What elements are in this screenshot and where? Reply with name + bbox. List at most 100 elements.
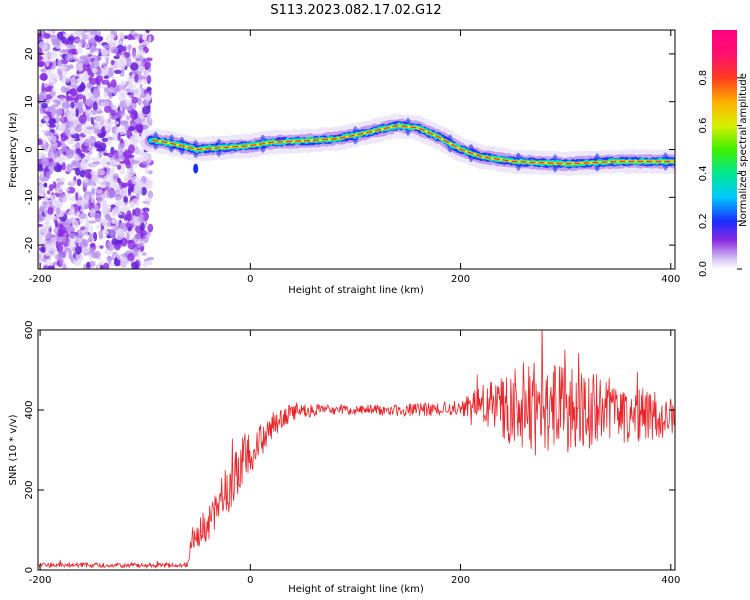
noise-cell xyxy=(142,235,149,244)
noise-cell xyxy=(119,169,126,175)
chart-title: S113.2023.082.17.02.G12 xyxy=(270,3,441,18)
noise-cell xyxy=(58,189,63,193)
colorbar: 0.0 0.2 0.4 0.6 0.8 Normalized spectral ampl… xyxy=(698,30,749,277)
noise-cell xyxy=(79,136,84,145)
noise-cell xyxy=(88,236,93,242)
noise-cell xyxy=(60,117,65,123)
noise-cell xyxy=(128,144,135,154)
noise-cell xyxy=(38,134,41,139)
noise-cell xyxy=(98,99,107,103)
noise-cell xyxy=(48,184,54,192)
noise-cell xyxy=(102,44,110,49)
noise-cell xyxy=(132,247,139,258)
noise-cell xyxy=(94,115,104,125)
noise-cell xyxy=(108,67,114,78)
noise-cell xyxy=(145,224,149,233)
noise-cell xyxy=(131,50,137,59)
noise-cell xyxy=(116,228,125,234)
noise-cell xyxy=(91,157,101,161)
noise-cell xyxy=(117,177,121,184)
y-tick-label: 200 xyxy=(24,480,35,499)
noise-cell xyxy=(58,225,67,235)
noise-cell xyxy=(75,245,83,255)
colorbar-tick-label: 0.8 xyxy=(698,70,709,86)
noise-cell xyxy=(44,261,52,267)
noise-cell xyxy=(121,237,128,247)
noise-cell xyxy=(102,262,110,269)
noise-cell xyxy=(55,75,60,80)
noise-cell xyxy=(51,135,57,143)
noise-cell xyxy=(45,99,54,103)
noise-cell xyxy=(70,101,75,109)
noise-cell xyxy=(44,86,53,93)
noise-cell xyxy=(74,38,83,43)
noise-cell xyxy=(142,120,148,125)
noise-cell xyxy=(43,138,47,146)
noise-cell xyxy=(116,150,126,160)
noise-cell xyxy=(101,126,105,131)
y-tick-label: 600 xyxy=(24,320,35,339)
snr-axes: -200 0 200 400 0 200 400 600 xyxy=(24,320,680,586)
noise-cell xyxy=(57,107,64,116)
x-tick-label: -200 xyxy=(29,274,52,285)
noise-cell xyxy=(131,176,140,185)
noise-cell xyxy=(73,30,79,36)
y-tick-label: 0 xyxy=(24,146,35,152)
noise-cell xyxy=(44,182,48,188)
noise-cell xyxy=(70,107,74,114)
noise-cell xyxy=(48,50,58,60)
noise-cell xyxy=(134,147,142,156)
noise-cell xyxy=(130,110,139,120)
noise-cell xyxy=(85,112,94,117)
noise-cell xyxy=(38,47,43,56)
noise-cell xyxy=(118,93,127,101)
y-tick-label: 10 xyxy=(24,95,35,108)
noise-cell xyxy=(62,236,67,243)
noise-cell xyxy=(38,259,44,266)
spectrogram-noise xyxy=(38,30,155,269)
noise-cell xyxy=(146,75,152,85)
noise-cell xyxy=(136,242,142,249)
noise-cell xyxy=(123,196,128,203)
noise-cell xyxy=(126,92,132,96)
noise-cell xyxy=(118,31,125,39)
noise-cell xyxy=(65,53,74,61)
noise-cell xyxy=(60,142,67,152)
noise-cell xyxy=(147,190,154,199)
noise-cell xyxy=(139,222,145,231)
noise-cell xyxy=(56,155,64,164)
noise-cell xyxy=(67,44,76,49)
noise-cell xyxy=(110,167,116,173)
noise-cell xyxy=(76,47,83,54)
noise-cell xyxy=(145,57,153,62)
noise-cell xyxy=(134,187,140,195)
noise-cell xyxy=(99,264,104,269)
noise-cell xyxy=(38,184,45,191)
noise-cell xyxy=(47,77,57,87)
noise-cell xyxy=(48,161,57,167)
noise-cell xyxy=(94,141,102,145)
noise-cell xyxy=(111,207,120,216)
noise-cell xyxy=(40,246,46,254)
noise-cell xyxy=(62,249,67,259)
noise-cell xyxy=(52,215,58,221)
noise-cell xyxy=(93,203,100,212)
noise-cell xyxy=(57,251,64,260)
noise-cell xyxy=(127,253,135,262)
noise-cell xyxy=(49,62,54,67)
noise-cell xyxy=(93,128,102,135)
noise-cell xyxy=(138,36,143,44)
noise-cell xyxy=(77,31,82,38)
y-tick-label: -10 xyxy=(24,189,35,205)
doppler-trace xyxy=(147,120,675,174)
noise-cell xyxy=(127,226,132,232)
noise-cell xyxy=(89,208,96,219)
x-tick-label: 0 xyxy=(247,575,253,586)
noise-cell xyxy=(127,75,135,83)
noise-cell xyxy=(114,69,122,75)
noise-cell xyxy=(81,201,85,211)
noise-cell xyxy=(47,207,54,215)
noise-cell xyxy=(74,125,82,132)
noise-cell xyxy=(116,253,126,261)
